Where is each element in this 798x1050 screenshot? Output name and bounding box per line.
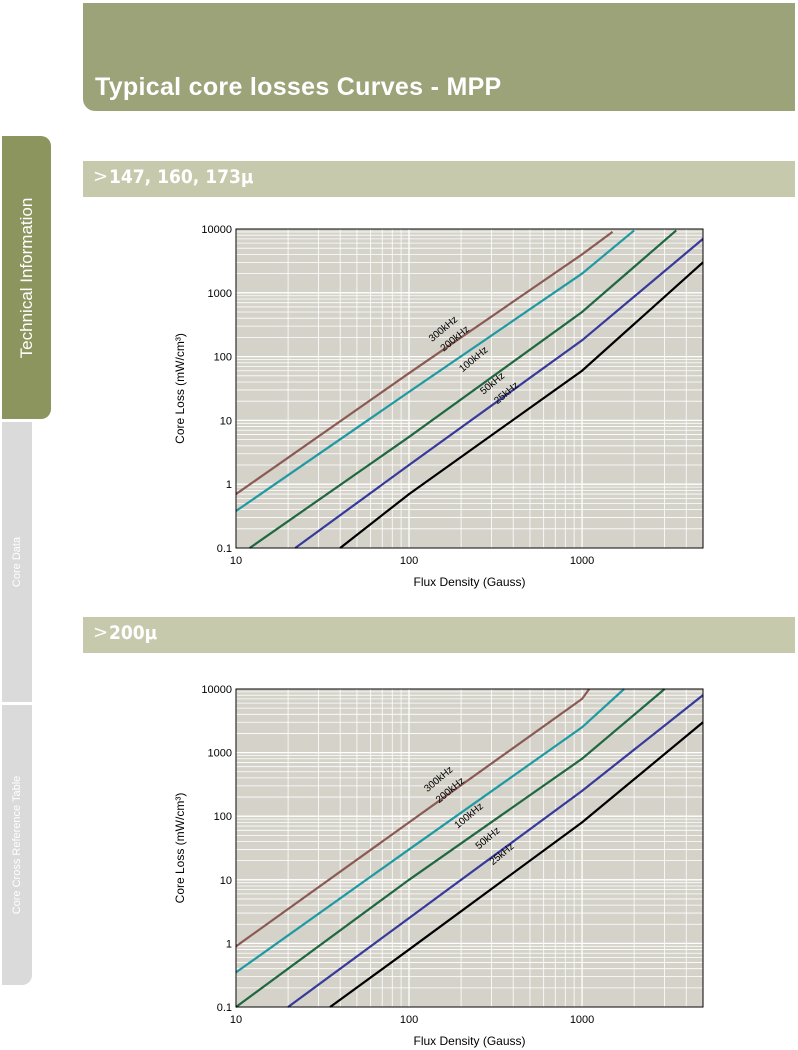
tab-technical-information[interactable]: Technical Information (2, 136, 51, 419)
core-loss-chart-2: 300kHz200kHz100kHz50kHz25kHz0.1110100100… (173, 684, 704, 1048)
y-tick-label: 10 (220, 415, 232, 427)
section-2-marker: > (93, 622, 109, 643)
grid (235, 689, 704, 1008)
series-line-100kHz (249, 229, 677, 549)
series-line-200kHz (235, 688, 625, 974)
series-line-300kHz (235, 688, 591, 948)
series-line-25kHz (339, 261, 704, 549)
y-tick-label: 1 (226, 479, 232, 491)
plot-area (236, 229, 703, 548)
x-tick-label: 1000 (570, 555, 594, 567)
y-axis-label: Core Loss (mW/cm³) (173, 333, 187, 444)
y-tick-label: 10000 (201, 224, 232, 236)
y-tick-label: 0.1 (217, 1002, 232, 1014)
x-tick-label: 1000 (570, 1014, 594, 1026)
section-1-marker: > (93, 166, 109, 187)
section-header-1: > 147, 160, 173μ (83, 161, 795, 197)
y-tick-label: 1000 (208, 288, 232, 300)
page-title: Typical core losses Curves - MPP (95, 73, 502, 101)
tab-core-cross-reference-table[interactable]: Core Cross Reference Table (2, 705, 32, 985)
x-axis-label: Flux Density (Gauss) (413, 575, 525, 589)
plot-frame (235, 228, 704, 549)
series-line-100kHz (235, 688, 666, 1008)
series-line-200kHz (235, 229, 635, 512)
series-line-25kHz (329, 721, 704, 1008)
core-loss-chart-1: 300kHz200kHz100kHz50kHz25kHz0.1110100100… (173, 224, 704, 589)
section-header-2: > 200μ (83, 617, 795, 653)
y-axis-label: Core Loss (mW/cm³) (173, 793, 187, 904)
x-tick-label: 100 (400, 555, 418, 567)
y-tick-label: 10 (220, 875, 232, 887)
y-tick-label: 0.1 (217, 543, 232, 555)
x-tick-label: 10 (230, 555, 242, 567)
y-tick-label: 100 (214, 811, 232, 823)
tab-core-data[interactable]: Core Data (2, 422, 32, 702)
x-tick-label: 100 (400, 1014, 418, 1026)
series-line-50kHz (294, 238, 704, 549)
y-tick-label: 100 (214, 352, 232, 364)
section-2-title: 200μ (109, 622, 158, 644)
section-1-title: 147, 160, 173μ (109, 166, 254, 188)
series-line-50kHz (287, 694, 704, 1008)
plot-frame (235, 688, 704, 1008)
y-tick-label: 1 (226, 938, 232, 950)
plot-area (236, 689, 703, 1007)
page-header: Typical core losses Curves - MPP (83, 3, 795, 111)
y-tick-label: 1000 (208, 748, 232, 760)
y-tick-label: 10000 (201, 684, 232, 696)
x-axis-label: Flux Density (Gauss) (413, 1034, 525, 1048)
x-tick-label: 10 (230, 1014, 242, 1026)
series-line-300kHz (235, 231, 614, 495)
